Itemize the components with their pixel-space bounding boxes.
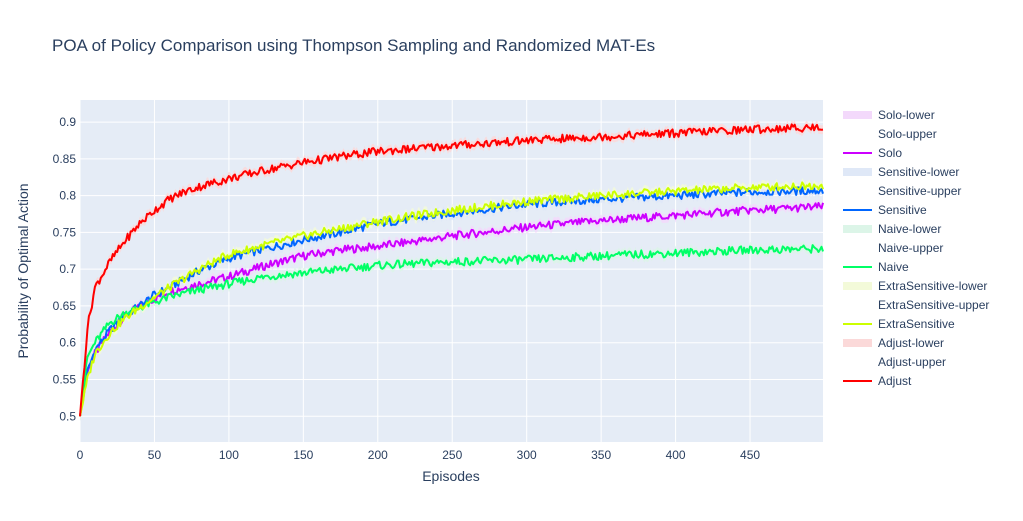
legend-band-swatch: [843, 168, 872, 176]
legend-item[interactable]: Adjust: [843, 374, 912, 388]
y-tick-label: 0.9: [59, 115, 76, 129]
y-axis-title: Probability of Optimal Action: [15, 183, 31, 358]
legend-item[interactable]: Solo-lower: [843, 108, 935, 122]
legend-item[interactable]: ExtraSensitive: [843, 317, 955, 331]
x-tick-label: 350: [591, 448, 611, 462]
y-tick-label: 0.85: [53, 152, 77, 166]
x-tick-label: 400: [666, 448, 686, 462]
y-tick-label: 0.75: [53, 225, 77, 239]
legend-item[interactable]: ExtraSensitive-lower: [843, 279, 987, 293]
x-tick-label: 200: [368, 448, 388, 462]
y-tick-label: 0.8: [59, 189, 76, 203]
x-tick-label: 50: [148, 448, 162, 462]
legend-item[interactable]: Adjust-lower: [843, 336, 944, 350]
y-tick-label: 0.5: [59, 409, 76, 423]
line-solo: [79, 202, 824, 417]
legend-label: Naive: [878, 260, 909, 274]
grid: [79, 100, 823, 442]
legend-item[interactable]: Naive-lower: [843, 222, 941, 236]
x-axis-title: Episodes: [422, 468, 480, 484]
chart-title: POA of Policy Comparison using Thompson …: [52, 36, 655, 55]
legend-item[interactable]: ExtraSensitive-upper: [878, 298, 989, 312]
legend-label: ExtraSensitive: [878, 317, 955, 331]
x-axis-ticks: 0 50 100 150 200 250 300 350 400 450: [77, 448, 761, 462]
series-lines: [79, 123, 824, 417]
x-tick-label: 100: [219, 448, 239, 462]
line-extrasensitive: [79, 181, 824, 417]
y-tick-label: 0.7: [59, 262, 76, 276]
legend-item[interactable]: Naive-upper: [878, 241, 943, 255]
line-naive: [79, 244, 824, 417]
x-tick-label: 150: [293, 448, 313, 462]
y-tick-label: 0.6: [59, 336, 76, 350]
y-tick-label: 0.55: [53, 372, 77, 386]
y-axis-ticks: 0.5 0.55 0.6 0.65 0.7 0.75 0.8 0.85 0.9: [53, 115, 77, 423]
legend-label: ExtraSensitive-lower: [878, 279, 987, 293]
legend-item[interactable]: Naive: [843, 260, 909, 274]
legend-band-swatch: [843, 282, 872, 290]
x-tick-label: 0: [77, 448, 84, 462]
legend-label: Sensitive-upper: [878, 184, 961, 198]
line-adjust: [79, 123, 824, 417]
legend-band-swatch: [843, 225, 872, 233]
legend-label: Adjust: [878, 374, 912, 388]
legend-item[interactable]: Solo: [843, 146, 902, 160]
legend-label: Naive-upper: [878, 241, 943, 255]
legend-band-swatch: [843, 111, 872, 119]
legend-label: Solo: [878, 146, 902, 160]
legend-label: Adjust-lower: [878, 336, 944, 350]
legend-label: Sensitive-lower: [878, 165, 959, 179]
legend: Solo-lower Solo-upper Solo Sensitive-lower S…: [843, 108, 989, 388]
confidence-bands: [80, 120, 823, 421]
x-tick-label: 450: [740, 448, 760, 462]
legend-item[interactable]: Sensitive-upper: [878, 184, 961, 198]
legend-item[interactable]: Solo-upper: [878, 127, 937, 141]
legend-label: Solo-lower: [878, 108, 935, 122]
band-extrasensitive: [80, 178, 823, 421]
legend-label: Sensitive: [878, 203, 927, 217]
legend-item[interactable]: Adjust-upper: [878, 355, 946, 369]
legend-label: Naive-lower: [878, 222, 941, 236]
legend-band-swatch: [843, 339, 872, 347]
legend-item[interactable]: Sensitive-lower: [843, 165, 959, 179]
legend-label: ExtraSensitive-upper: [878, 298, 989, 312]
x-tick-label: 250: [442, 448, 462, 462]
legend-label: Adjust-upper: [878, 355, 946, 369]
legend-label: Solo-upper: [878, 127, 937, 141]
legend-item[interactable]: Sensitive: [843, 203, 927, 217]
y-tick-label: 0.65: [53, 299, 77, 313]
x-tick-label: 300: [517, 448, 537, 462]
